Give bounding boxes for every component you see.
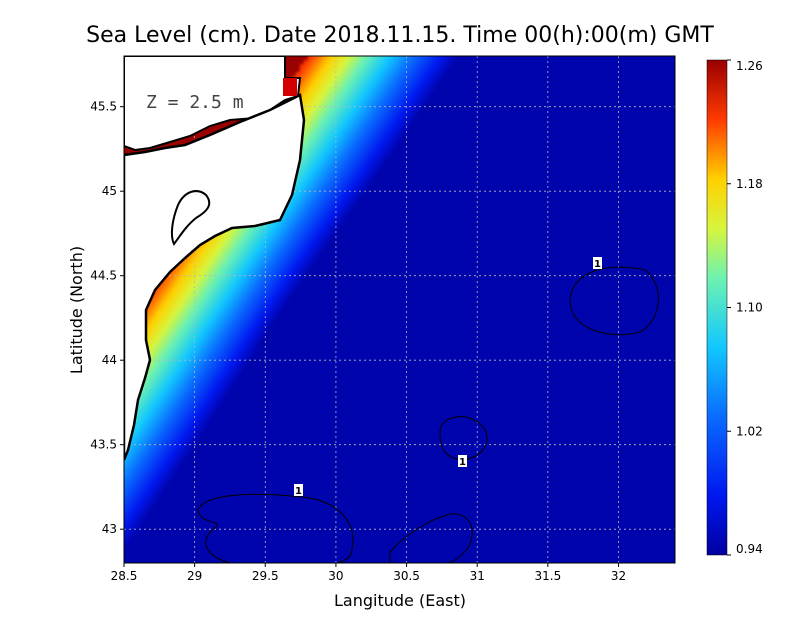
colorbar-tick-label: 1.18 [736, 177, 763, 191]
contour-line-east [569, 266, 659, 336]
y-tick-label: 45 [102, 184, 117, 198]
contour-line-center [439, 416, 488, 461]
island-outline [170, 190, 211, 246]
colorbar-tick-label: 1.26 [736, 59, 763, 73]
x-axis-ticks: 28.5 29 29.5 30 30.5 31 31.5 32 [111, 563, 626, 583]
x-tick-label: 29 [187, 569, 202, 583]
contour-label-southwest: 1 [295, 486, 302, 497]
y-tick-label: 45.5 [90, 100, 117, 114]
y-tick-label: 44 [102, 353, 117, 367]
y-tick-label: 44.5 [90, 269, 117, 283]
contour-label-center: 1 [459, 457, 466, 468]
land-coast-west [124, 93, 306, 461]
colorbar [706, 59, 728, 556]
colorbar-ticks: 0.94 1.02 1.10 1.18 1.26 [727, 59, 763, 556]
chart-title: Sea Level (cm). Date 2018.11.15. Time 00… [86, 23, 714, 48]
contour-label-east: 1 [594, 259, 601, 270]
sea-level-heatmap [124, 56, 675, 563]
y-axis-label: Latitude (North) [67, 246, 86, 374]
contour-label-box-southwest [294, 484, 303, 496]
x-tick-label: 30 [328, 569, 343, 583]
y-tick-label: 43 [102, 522, 117, 536]
red-marker [283, 78, 297, 96]
x-tick-label: 30.5 [393, 569, 420, 583]
x-tick-label: 29.5 [252, 569, 279, 583]
contour-line-southwest [197, 493, 354, 563]
plot-frame [123, 55, 676, 564]
contour-lines [197, 266, 659, 563]
contour-line-south [389, 513, 473, 563]
y-tick-label: 43.5 [90, 438, 117, 452]
colorbar-tick-label: 0.94 [736, 542, 763, 556]
contour-label-box-center [458, 455, 467, 467]
colorbar-tick-label: 1.02 [736, 424, 763, 438]
z-annotation: Z = 2.5 m [146, 92, 244, 113]
x-axis-label: Langitude (East) [334, 591, 466, 610]
x-tick-label: 31.5 [534, 569, 561, 583]
x-tick-label: 32 [611, 569, 626, 583]
colorbar-tick-label: 1.10 [736, 301, 763, 315]
y-axis-ticks: 43 43.5 44 44.5 45 45.5 [90, 100, 124, 536]
coastline [124, 56, 306, 461]
x-tick-label: 31 [470, 569, 485, 583]
x-tick-label: 28.5 [111, 569, 138, 583]
contour-label-box-east [593, 257, 602, 269]
